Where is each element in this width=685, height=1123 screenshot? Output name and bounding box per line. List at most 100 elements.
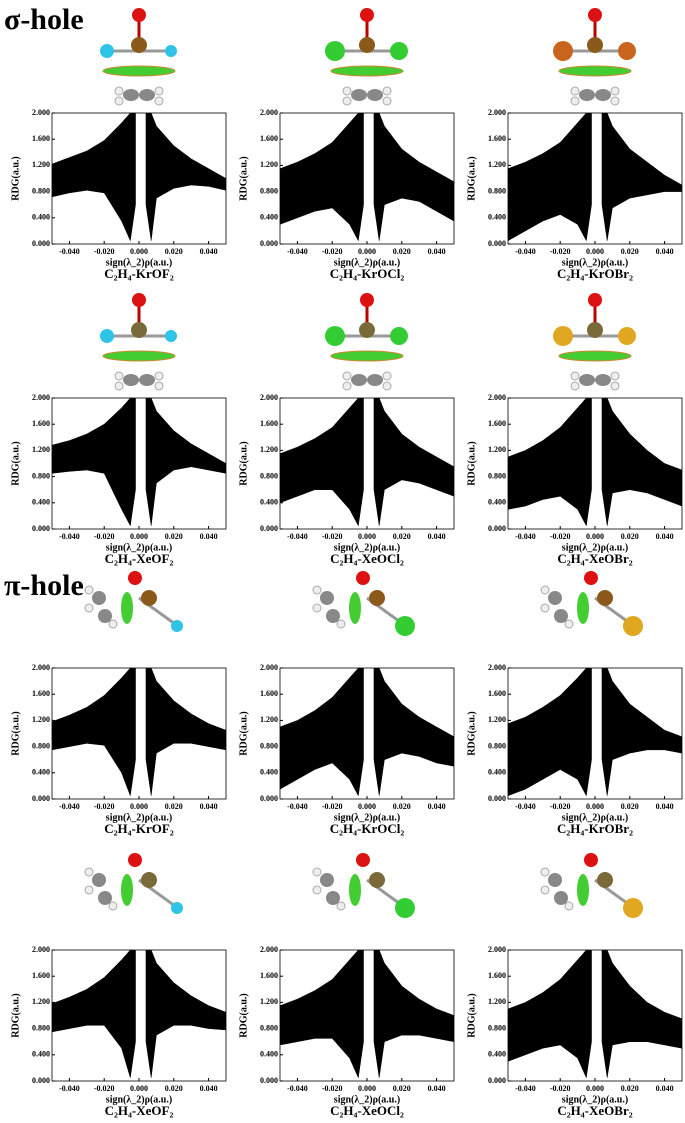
y-axis-label: RDG(a.u.) xyxy=(10,711,21,755)
x-tick-label: 0.000 xyxy=(586,247,604,256)
atom xyxy=(587,322,603,338)
x-tick-label: 0.020 xyxy=(621,1084,639,1093)
panel-caption: C₂H₄-XeOF₂ xyxy=(105,1103,174,1118)
y-tick-label: 0.800 xyxy=(488,1023,506,1032)
y-tick-label: 1.200 xyxy=(488,445,506,454)
y-tick-label: 0.000 xyxy=(32,239,50,248)
y-tick-label: 0.400 xyxy=(260,498,278,507)
atom xyxy=(128,571,142,585)
x-axis-label: sign(λ_2)ρ(a.u.) xyxy=(334,812,400,823)
atom xyxy=(100,329,114,343)
x-tick-label: -0.040 xyxy=(515,1084,536,1093)
y-tick-label: 0.800 xyxy=(32,186,50,195)
rdg-scatter-region xyxy=(373,950,454,1078)
x-tick-label: -0.040 xyxy=(59,802,80,811)
y-tick-label: 1.600 xyxy=(260,134,278,143)
rdg-scatter-region xyxy=(145,398,226,526)
atom xyxy=(131,322,147,338)
atom xyxy=(342,381,352,391)
rdg-scatter-region xyxy=(508,113,592,242)
y-tick-label: 0.000 xyxy=(488,524,506,533)
y-axis-label: RDG(a.u.) xyxy=(238,711,249,755)
atom xyxy=(540,603,550,613)
x-axis-label: sign(λ_2)ρ(a.u.) xyxy=(106,257,172,268)
x-tick-label: -0.040 xyxy=(287,247,308,256)
x-axis-label: sign(λ_2)ρ(a.u.) xyxy=(334,257,400,268)
atom xyxy=(100,44,114,58)
rdg-scatter-region xyxy=(508,668,592,797)
section-heading: σ-hole xyxy=(4,3,84,36)
x-tick-label: 0.040 xyxy=(428,802,446,811)
y-tick-label: 0.000 xyxy=(488,1076,506,1085)
atom xyxy=(360,293,374,307)
atom xyxy=(312,585,322,595)
y-tick-label: 0.400 xyxy=(260,213,278,222)
atom xyxy=(342,371,352,381)
panel-caption: C₂H₄-XeOBr₂ xyxy=(557,551,632,566)
y-tick-label: 0.000 xyxy=(488,794,506,803)
atom xyxy=(171,902,183,914)
atom xyxy=(540,585,550,595)
y-axis-label: RDG(a.u.) xyxy=(10,441,21,485)
x-tick-label: 0.020 xyxy=(621,532,639,541)
y-tick-label: 0.400 xyxy=(260,768,278,777)
x-tick-label: -0.020 xyxy=(94,247,115,256)
atom xyxy=(554,891,568,905)
y-axis-label: RDG(a.u.) xyxy=(466,711,477,755)
nci-isosurface xyxy=(121,874,133,906)
y-tick-label: 0.800 xyxy=(32,741,50,750)
x-tick-label: -0.020 xyxy=(550,247,571,256)
x-tick-label: 0.000 xyxy=(358,802,376,811)
atom xyxy=(128,853,142,867)
y-tick-label: 0.000 xyxy=(260,1076,278,1085)
atom xyxy=(84,867,94,877)
x-tick-label: -0.020 xyxy=(94,802,115,811)
y-tick-label: 0.000 xyxy=(488,239,506,248)
atom xyxy=(342,96,352,106)
atom xyxy=(618,42,636,60)
atom xyxy=(165,45,177,57)
y-axis-label: RDG(a.u.) xyxy=(238,156,249,200)
molecule-illustration xyxy=(84,853,183,914)
rdg-scatter-region xyxy=(280,113,364,242)
nci-isosurface xyxy=(349,592,361,624)
y-tick-label: 0.400 xyxy=(260,1050,278,1059)
atom xyxy=(570,381,580,391)
atom xyxy=(597,590,613,606)
x-tick-label: 0.020 xyxy=(165,532,183,541)
y-tick-label: 0.400 xyxy=(488,768,506,777)
x-axis-label: sign(λ_2)ρ(a.u.) xyxy=(334,1094,400,1105)
atom xyxy=(132,8,146,22)
rdg-scatter-region xyxy=(280,950,364,1079)
y-tick-label: 1.200 xyxy=(32,160,50,169)
y-tick-label: 0.400 xyxy=(32,768,50,777)
atom xyxy=(336,619,346,629)
rdg-scatter-region xyxy=(280,398,364,527)
y-tick-label: 0.800 xyxy=(260,471,278,480)
rdg-scatter-region xyxy=(52,398,136,527)
y-tick-label: 1.200 xyxy=(260,997,278,1006)
y-tick-label: 2.000 xyxy=(32,663,50,672)
y-tick-label: 0.400 xyxy=(32,1050,50,1059)
atom xyxy=(564,901,574,911)
atom xyxy=(584,571,598,585)
panel-caption: C₂H₄-XeOBr₂ xyxy=(557,1103,632,1118)
atom xyxy=(595,89,611,101)
rdg-scatter-region xyxy=(280,668,364,797)
atom xyxy=(132,293,146,307)
atom xyxy=(610,86,620,96)
y-tick-label: 1.600 xyxy=(32,134,50,143)
x-tick-label: 0.040 xyxy=(200,1084,218,1093)
nci-isosurface xyxy=(121,592,133,624)
y-tick-label: 2.000 xyxy=(32,108,50,117)
x-tick-label: 0.040 xyxy=(200,532,218,541)
x-axis-label: sign(λ_2)ρ(a.u.) xyxy=(106,812,172,823)
atom xyxy=(351,374,367,386)
x-tick-label: 0.000 xyxy=(358,247,376,256)
y-tick-label: 1.200 xyxy=(32,997,50,1006)
y-tick-label: 1.600 xyxy=(488,134,506,143)
rdg-scatter-region xyxy=(145,950,226,1078)
nci-isosurface xyxy=(102,65,176,77)
panel-caption: C₂H₄-XeOCl₂ xyxy=(330,551,404,566)
